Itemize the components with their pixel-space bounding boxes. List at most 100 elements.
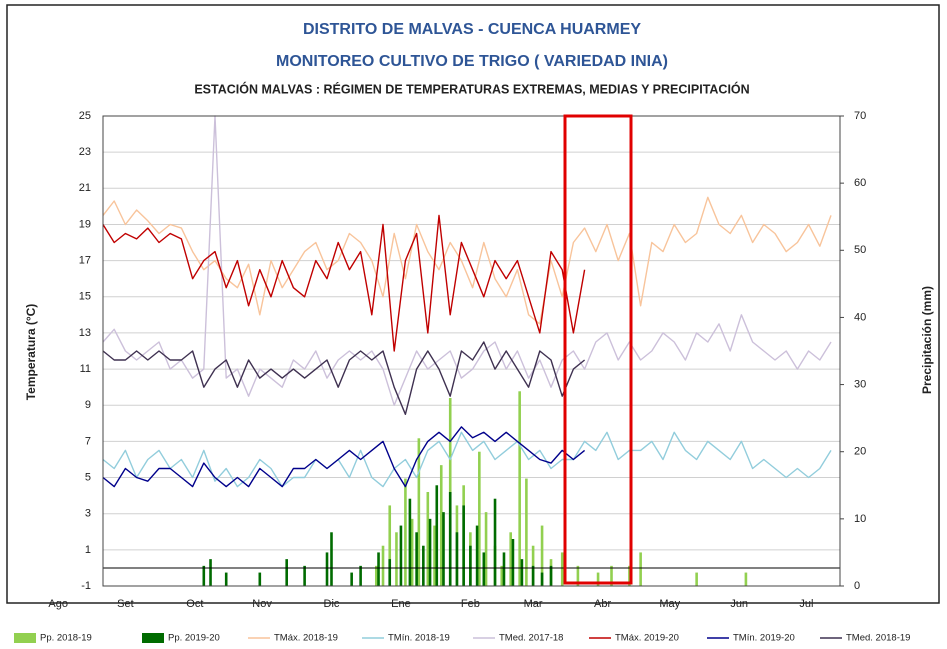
y-tick-label: 15 [79,291,91,303]
precip-bar [484,512,488,586]
precip-bar [377,552,380,586]
chart-title: DISTRITO DE MALVAS - CUENCA HUARMEY [303,21,641,38]
precip-bar [422,545,425,586]
temp-line [102,196,832,325]
y2-tick-label: 10 [854,513,866,525]
legend-label: Pp. 2019-20 [168,633,220,644]
precip-bar [500,565,504,586]
precip-bar [540,525,544,586]
precip-bar [493,498,497,586]
legend-label: TMed. 2018-19 [846,633,910,644]
y-tick-label: 1 [85,544,91,556]
precip-bar [224,572,228,586]
precip-bar [359,565,362,586]
y-tick-label: 7 [85,435,91,447]
y2-tick-label: 40 [854,311,866,323]
precip-bar [502,552,506,586]
precip-bar [325,552,329,586]
x-tick-label: Nov [252,598,272,610]
precip-bar [399,525,403,586]
temp-line [102,115,832,406]
precip-bar [455,532,459,586]
precip-bar [509,532,513,586]
precip-bar [388,559,392,586]
legend-label: TMed. 2017-18 [499,633,563,644]
x-tick-label: Jun [730,598,748,610]
precip-bar [209,559,212,586]
precip-bar [482,552,486,586]
precip-bar [202,565,206,586]
precip-bar [695,572,698,586]
precip-bar [410,518,414,586]
legend-swatch [14,633,36,643]
precip-bar [576,565,580,586]
legend-label: Pp. 2018-19 [40,633,92,644]
temp-line [102,214,586,352]
x-tick-label: Abr [594,598,611,610]
chart-subtitle: MONITOREO CULTIVO DE TRIGO ( VARIEDAD IN… [276,53,668,70]
precip-bar [540,572,544,586]
chart-caption: ESTACIÓN MALVAS : RÉGIMEN DE TEMPERATURA… [194,81,749,96]
y-tick-label: 5 [85,471,91,483]
precip-bar [628,565,631,586]
legend-label: TMáx. 2018-19 [274,633,338,644]
precip-bar [428,518,432,586]
precip-bar [462,505,465,586]
y2-tick-label: 30 [854,378,866,390]
precip-bar [388,505,392,586]
legend: Pp. 2018-19 Pp. 2019-20 TMáx. 2018-19 TMín.… [14,633,910,644]
y2-tick-label: 60 [854,177,866,189]
precip-bar [404,478,407,586]
y-tick-label: 21 [79,182,91,194]
precip-bar [426,492,430,586]
precip-bar [285,559,288,586]
legend-label: TMín. 2019-20 [733,633,795,644]
y-tick-label: 11 [80,363,91,375]
y2-tick-label: 20 [854,446,866,458]
y-tick-label: 25 [79,110,91,122]
legend-label: TMín. 2018-19 [388,633,450,644]
x-tick-label: Oct [186,598,203,610]
temp-line [102,431,832,488]
x-tick-label: Dic [324,598,340,610]
precip-bar [525,478,528,586]
precip-bar [511,539,515,586]
y2-tick-label: 0 [854,580,860,592]
precip-bar [518,391,521,586]
x-tick-label: Set [117,598,134,610]
precip-bar [448,492,452,586]
x-tick-label: Ago [48,598,68,610]
x-tick-label: Feb [461,598,480,610]
precip-bar [744,572,748,586]
precip-bar [330,532,333,586]
precip-bar [560,552,564,586]
highlight-box [563,114,633,585]
temp-line [102,426,586,488]
precip-bar [381,545,385,586]
precip-bar [435,485,439,586]
precip-bar [469,545,472,586]
y2-tick-label: 70 [854,110,866,122]
y-axis-label: Temperatura (°C) [24,304,38,401]
x-tick-label: May [659,598,680,610]
precip-bar [408,498,412,586]
y2-axis-label: Precipitación (mm) [920,286,934,394]
precip-bar [531,565,535,586]
precip-bar [520,559,524,586]
precip-bar [478,451,481,586]
precip-bar [350,572,353,586]
bars [202,391,748,586]
y-tick-label: 23 [79,146,91,158]
precip-bar [549,565,553,586]
x-tick-label: Mar [524,598,543,610]
precip-bar [258,572,262,586]
precip-bar [433,525,436,586]
legend-swatch [142,633,164,643]
precip-bar [639,552,642,586]
temp-line [102,341,586,415]
precip-bar [415,532,418,586]
plot-area [102,115,841,587]
frame [6,4,940,604]
lines [102,115,832,488]
precip-bar [303,565,306,586]
